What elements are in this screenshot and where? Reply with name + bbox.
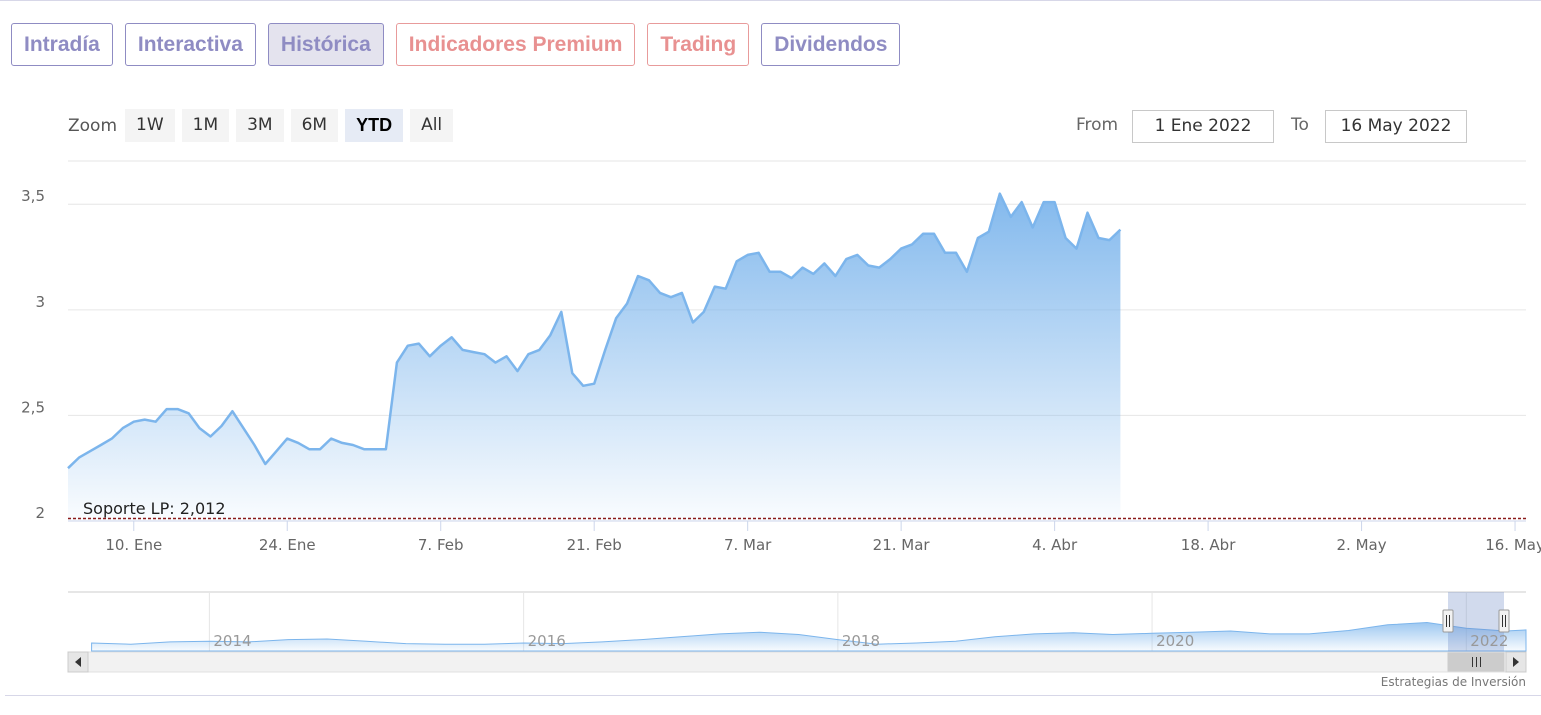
to-date-input[interactable]: 16 May 2022 bbox=[1325, 110, 1467, 143]
scrollbar-thumb[interactable] bbox=[1447, 652, 1505, 672]
scrollbar-right-arrow[interactable] bbox=[1505, 651, 1527, 673]
tab-intradia[interactable]: Intradía bbox=[11, 23, 113, 66]
zoom-6m-button[interactable]: 6M bbox=[290, 109, 339, 142]
zoom-3m-button[interactable]: 3M bbox=[236, 109, 284, 142]
tab-trading[interactable]: Trading bbox=[647, 23, 750, 66]
scrollbar-track[interactable] bbox=[67, 651, 1527, 673]
series-line bbox=[67, 192, 1122, 470]
navigator-year-label: 2022 bbox=[1470, 632, 1508, 650]
y-tick-label: 2 bbox=[35, 504, 45, 522]
navigator-year-label: 2016 bbox=[528, 632, 566, 650]
tab-interactiva[interactable]: Interactiva bbox=[124, 23, 256, 66]
x-tick-label: 24. Ene bbox=[259, 536, 316, 554]
tab-dividendos[interactable]: Dividendos bbox=[761, 23, 901, 66]
x-tick-label: 7. Feb bbox=[418, 536, 464, 554]
x-tick-label: 2. May bbox=[1337, 536, 1387, 554]
x-tick-label: 7. Mar bbox=[724, 536, 772, 554]
y-tick-label: 3 bbox=[35, 293, 45, 311]
zoom-label: Zoom bbox=[68, 116, 118, 136]
scrollbar-left-arrow[interactable] bbox=[67, 651, 89, 673]
navigator-year-label: 2020 bbox=[1156, 632, 1194, 650]
y-tick-label: 2,5 bbox=[21, 398, 45, 416]
x-tick-label: 16. May bbox=[1485, 536, 1541, 554]
x-tick-label: 21. Feb bbox=[567, 536, 622, 554]
zoom-ytd-button[interactable]: YTD bbox=[345, 109, 404, 142]
tab-historica[interactable]: Histórica bbox=[267, 23, 384, 66]
tab-bar: Intradía Interactiva Histórica Indicador… bbox=[11, 23, 901, 66]
x-tick-label: 4. Abr bbox=[1032, 536, 1078, 554]
x-tick-label: 18. Abr bbox=[1181, 536, 1236, 554]
navigator-handle-right[interactable] bbox=[1498, 609, 1510, 633]
bottom-border bbox=[5, 695, 1541, 696]
zoom-1m-button[interactable]: 1M bbox=[181, 109, 230, 142]
zoom-1w-button[interactable]: 1W bbox=[125, 109, 175, 142]
to-label: To bbox=[1291, 115, 1309, 135]
navigator-handle-left[interactable] bbox=[1442, 609, 1454, 633]
navigator-area bbox=[91, 621, 1527, 652]
credit-link[interactable]: Estrategias de Inversión bbox=[1380, 675, 1526, 689]
zoom-buttons: 1W 1M 3M 6M YTD All bbox=[125, 109, 454, 142]
tab-indicadores-premium[interactable]: Indicadores Premium bbox=[395, 23, 636, 66]
navigator-year-label: 2018 bbox=[842, 632, 880, 650]
support-label: Soporte LP: 2,012 bbox=[83, 499, 226, 518]
navigator-year-label: 2014 bbox=[213, 632, 251, 650]
from-label: From bbox=[1076, 115, 1119, 135]
series-area bbox=[68, 193, 1121, 521]
x-tick-label: 10. Ene bbox=[105, 536, 162, 554]
zoom-all-button[interactable]: All bbox=[410, 109, 454, 142]
top-border bbox=[0, 0, 1541, 1]
from-date-input[interactable]: 1 Ene 2022 bbox=[1132, 110, 1274, 143]
navigator-selection[interactable] bbox=[1448, 592, 1504, 652]
y-tick-label: 3,5 bbox=[21, 187, 45, 205]
x-tick-label: 21. Mar bbox=[873, 536, 931, 554]
